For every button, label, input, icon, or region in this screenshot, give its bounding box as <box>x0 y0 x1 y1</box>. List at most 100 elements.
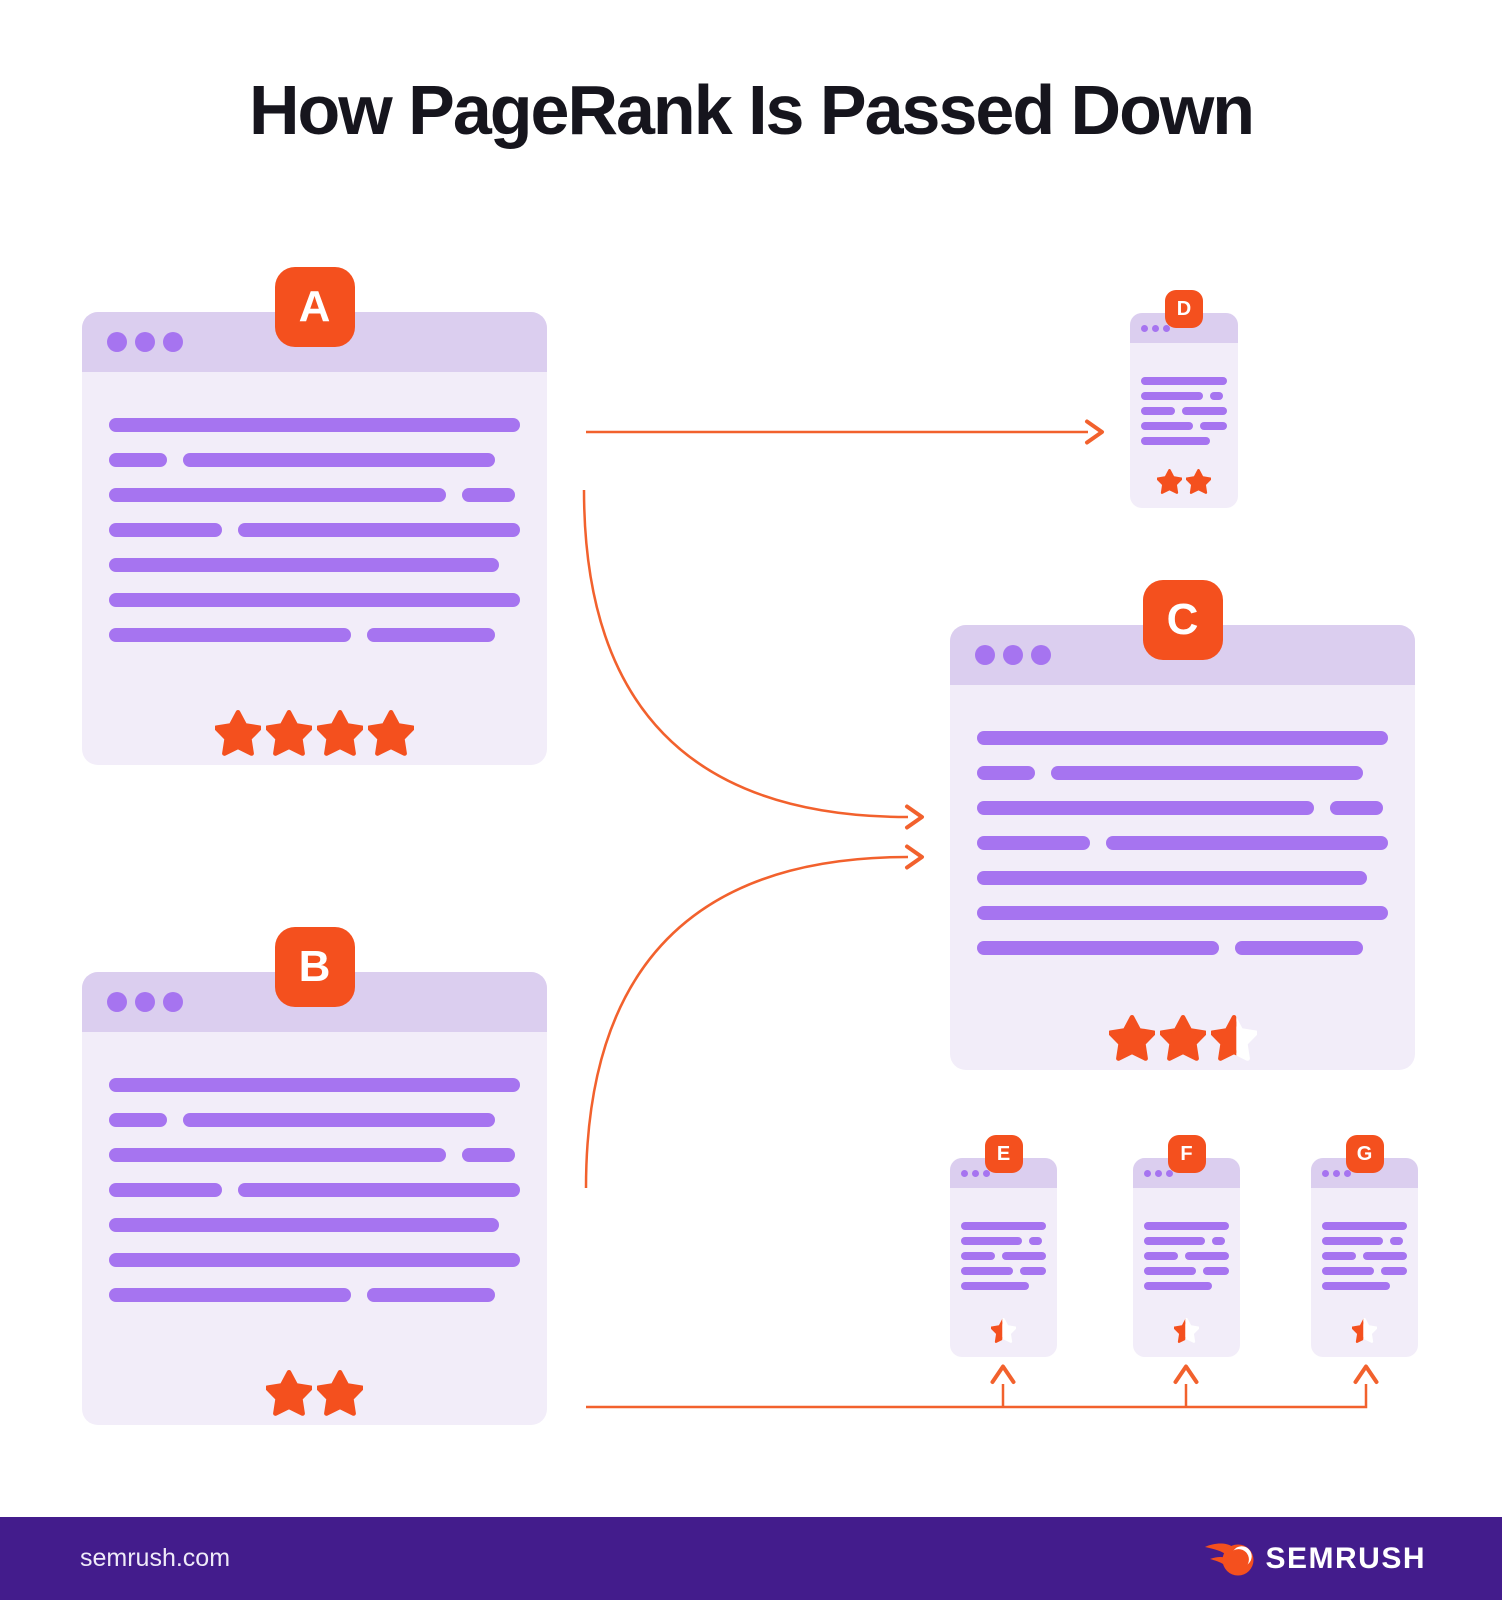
text-line-segment <box>109 418 520 432</box>
text-line-segment <box>1029 1237 1042 1245</box>
window-control-dot <box>1141 324 1148 332</box>
text-line-segment <box>1209 392 1223 400</box>
page-label-badge-c: C <box>1142 580 1223 660</box>
arrow-b-to-efg <box>586 1364 1379 1409</box>
text-placeholder-rows <box>1130 377 1238 445</box>
text-line-segment <box>1200 422 1227 430</box>
text-placeholder-row <box>109 628 520 642</box>
text-placeholder-row <box>1141 377 1227 385</box>
text-line-segment <box>1202 1267 1229 1275</box>
text-line-segment <box>1184 1252 1229 1260</box>
window-control-dot <box>1003 645 1023 665</box>
window-control-dot <box>135 992 155 1012</box>
text-placeholder-row <box>109 558 520 572</box>
text-line-segment <box>1322 1252 1356 1260</box>
text-placeholder-row <box>109 1148 520 1162</box>
text-line-segment <box>961 1222 1046 1230</box>
rating-stars <box>1311 1318 1418 1343</box>
text-placeholder-row <box>1322 1222 1407 1230</box>
text-placeholder-row <box>977 801 1388 815</box>
text-line-segment <box>462 1148 516 1162</box>
text-line-segment <box>961 1267 1013 1275</box>
page-label-badge-f: F <box>1167 1135 1206 1173</box>
text-placeholder-rows <box>82 418 547 642</box>
text-placeholder-rows <box>1133 1222 1240 1290</box>
arrow-a-to-c <box>582 489 924 830</box>
text-line-segment <box>109 628 352 642</box>
window-control-dot <box>135 332 155 352</box>
text-placeholder-row <box>961 1252 1046 1260</box>
text-placeholder-row <box>1322 1282 1407 1290</box>
text-placeholder-rows <box>950 731 1415 955</box>
window-control-dot <box>961 1169 968 1177</box>
arrow-a-to-d <box>586 419 1104 445</box>
semrush-logo: SEMRUSH <box>1203 1537 1426 1581</box>
page-label-badge-b: B <box>274 927 355 1007</box>
text-line-segment <box>109 1288 352 1302</box>
star-full-icon <box>1108 1015 1155 1061</box>
text-line-segment <box>1001 1252 1046 1260</box>
text-line-segment <box>1380 1267 1407 1275</box>
text-placeholder-row <box>961 1237 1046 1245</box>
text-placeholder-row <box>977 871 1388 885</box>
text-line-segment <box>1330 801 1384 815</box>
page-label-badge-e: E <box>984 1135 1023 1173</box>
text-line-segment <box>1144 1252 1178 1260</box>
star-half-icon <box>1210 1015 1257 1061</box>
text-placeholder-row <box>961 1222 1046 1230</box>
page-window-c: C <box>950 580 1415 1070</box>
star-full-icon <box>368 710 414 756</box>
window-control-dot <box>972 1169 979 1177</box>
text-placeholder-row <box>961 1282 1046 1290</box>
text-line-segment <box>1144 1267 1196 1275</box>
window-control-dot <box>107 332 127 352</box>
window-control-dot <box>1166 1169 1173 1177</box>
text-placeholder-row <box>1322 1252 1407 1260</box>
text-placeholder-row <box>961 1267 1046 1275</box>
window-control-dot <box>1155 1169 1162 1177</box>
text-placeholder-row <box>109 453 520 467</box>
text-line-segment <box>977 731 1388 745</box>
text-placeholder-row <box>109 523 520 537</box>
text-placeholder-row <box>1144 1252 1229 1260</box>
text-line-segment <box>109 488 447 502</box>
window-control-dot <box>1144 1169 1151 1177</box>
text-line-segment <box>238 523 520 537</box>
text-line-segment <box>109 1148 447 1162</box>
window-control-dot <box>1322 1169 1329 1177</box>
rating-stars <box>82 1370 547 1416</box>
window-control-dot <box>163 992 183 1012</box>
star-full-icon <box>266 710 312 756</box>
text-placeholder-row <box>109 488 520 502</box>
text-placeholder-row <box>1141 392 1227 400</box>
text-placeholder-row <box>1144 1267 1229 1275</box>
text-line-segment <box>1106 836 1388 850</box>
window-control-dot <box>1163 324 1170 332</box>
semrush-flame-icon <box>1205 1543 1254 1575</box>
text-placeholder-row <box>977 906 1388 920</box>
window-control-dot <box>163 332 183 352</box>
star-half-icon <box>1352 1318 1377 1343</box>
page-window-e: E <box>950 1135 1057 1357</box>
text-line-segment <box>1141 437 1210 445</box>
text-placeholder-row <box>109 1078 520 1092</box>
text-line-segment <box>977 906 1388 920</box>
text-placeholder-row <box>1144 1237 1229 1245</box>
rating-stars <box>1130 469 1238 494</box>
text-line-segment <box>109 1218 500 1232</box>
text-line-segment <box>367 1288 495 1302</box>
star-half-icon <box>1174 1318 1199 1343</box>
text-line-segment <box>109 1113 167 1127</box>
text-line-segment <box>109 593 520 607</box>
page-title: How PageRank Is Passed Down <box>248 71 1255 149</box>
text-placeholder-row <box>109 1288 520 1302</box>
rating-stars <box>1133 1318 1240 1343</box>
text-placeholder-rows <box>950 1222 1057 1290</box>
star-full-icon <box>266 1370 312 1416</box>
star-full-icon <box>1186 469 1211 494</box>
text-placeholder-row <box>977 731 1388 745</box>
text-line-segment <box>182 1113 495 1127</box>
text-line-segment <box>109 453 167 467</box>
text-placeholder-row <box>977 941 1388 955</box>
